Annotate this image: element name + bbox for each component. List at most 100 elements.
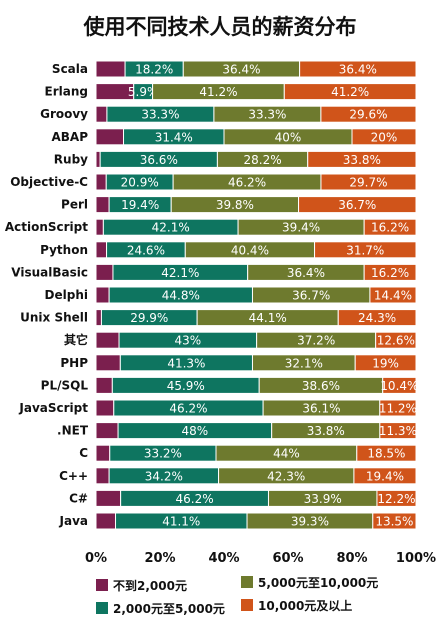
bar-segment	[375, 331, 417, 349]
bar-segment	[320, 105, 417, 123]
category-label: Java	[59, 514, 88, 528]
data-label: 31.4%	[155, 130, 193, 144]
data-label: 46.2%	[169, 402, 207, 416]
data-label: 48%	[182, 424, 209, 438]
data-label: 12.2%	[377, 492, 415, 506]
data-label: 33.8%	[343, 153, 381, 167]
bars-group: Scala 18.2% 36.4% 36.4% Erlang 5.9% 41.2% 41.2%…	[5, 60, 418, 530]
data-label: 11.3%	[379, 424, 417, 438]
category-label: C++	[59, 469, 88, 483]
data-label: 32.1%	[285, 356, 323, 370]
x-tick-label: 20%	[144, 551, 175, 566]
category-label: Ruby	[54, 152, 88, 166]
data-label: 46.2%	[175, 492, 213, 506]
x-axis-ticks: 0% 20% 40% 60% 80% 100%	[85, 551, 436, 566]
bar-segment	[95, 422, 119, 440]
data-label: 36.4%	[339, 63, 377, 77]
data-label: 37.2%	[297, 334, 335, 348]
data-label: 33.3%	[248, 108, 286, 122]
data-label: 33.3%	[141, 108, 179, 122]
bar-segment	[95, 467, 110, 485]
category-label: VisualBasic	[11, 265, 88, 279]
bar-segment	[95, 331, 120, 349]
data-label: 33.8%	[307, 424, 345, 438]
category-label: Perl	[61, 198, 88, 212]
data-label: 19.4%	[121, 198, 159, 212]
bar-segment	[95, 196, 110, 214]
bar-segment	[314, 241, 417, 259]
bar-segment	[95, 309, 102, 327]
bar-segment	[353, 467, 417, 485]
data-label: 29.6%	[349, 108, 387, 122]
bar-segment	[95, 263, 114, 281]
legend-label: 2,000元至5,000元	[113, 602, 225, 616]
bar-segment	[95, 150, 101, 168]
data-label: 41.3%	[167, 356, 205, 370]
data-label: 36.4%	[287, 266, 325, 280]
bar-segment	[95, 241, 108, 259]
legend-swatch	[96, 579, 108, 591]
data-label: 29.7%	[349, 176, 387, 190]
data-label: 20.9%	[121, 176, 159, 190]
category-label: JavaScript	[18, 401, 88, 415]
data-label: 46.2%	[228, 176, 266, 190]
category-label: Groovy	[40, 107, 88, 121]
bar-segment	[95, 218, 104, 236]
data-label: 16.2%	[371, 221, 409, 235]
data-label: 44.1%	[249, 311, 287, 325]
data-label: 42.1%	[152, 221, 190, 235]
bar-segment	[95, 354, 121, 372]
x-tick-label: 60%	[272, 551, 303, 566]
data-label: 13.5%	[375, 515, 413, 529]
data-label: 39.4%	[282, 221, 320, 235]
bar-segment	[298, 196, 417, 214]
category-label: ABAP	[51, 130, 88, 144]
category-label: Delphi	[45, 288, 88, 302]
data-label: 19.4%	[366, 469, 404, 483]
bar-segment	[95, 489, 122, 507]
category-label: Erlang	[45, 85, 88, 99]
data-label: 41.1%	[162, 515, 200, 529]
bar-segment	[283, 83, 417, 101]
category-label: Python	[40, 243, 88, 257]
data-label: 20%	[371, 130, 398, 144]
legend: 不到2,000元 2,000元至5,000元 5,000元至10,000元 10,00…	[96, 576, 378, 616]
category-label: 其它	[64, 332, 88, 347]
data-label: 12.6%	[377, 334, 415, 348]
bar-segment	[307, 150, 417, 168]
bar-segment	[95, 399, 115, 417]
data-label: 43%	[175, 334, 202, 348]
category-label: Objective-C	[10, 175, 88, 189]
category-label: ActionScript	[5, 220, 88, 234]
data-label: 29.9%	[130, 311, 168, 325]
data-label: 36.4%	[222, 63, 260, 77]
bar-segment	[363, 263, 417, 281]
bar-segment	[356, 444, 417, 462]
bar-segment	[354, 354, 417, 372]
bar-segment	[320, 173, 417, 191]
data-label: 36.6%	[140, 153, 178, 167]
bar-segment	[95, 444, 111, 462]
data-label: 33.2%	[144, 447, 182, 461]
data-label: 36.7%	[292, 289, 330, 303]
data-label: 44%	[273, 447, 300, 461]
data-label: 5.9%	[128, 85, 159, 99]
bar-segment	[379, 399, 417, 417]
category-label: PHP	[60, 356, 88, 370]
data-label: 40%	[275, 130, 302, 144]
data-label: 19%	[372, 356, 399, 370]
data-label: 11.2%	[379, 402, 417, 416]
data-label: 14.4%	[374, 289, 412, 303]
bar-segment	[351, 128, 417, 146]
data-label: 41.2%	[331, 85, 369, 99]
legend-swatch	[96, 602, 108, 614]
data-label: 38.6%	[302, 379, 340, 393]
category-label: Unix Shell	[20, 311, 88, 325]
data-label: 34.2%	[145, 469, 183, 483]
bar-segment	[95, 173, 107, 191]
data-label: 41.2%	[199, 85, 237, 99]
data-label: 42.1%	[161, 266, 199, 280]
legend-label: 5,000元至10,000元	[258, 576, 378, 590]
bar-segment	[299, 60, 417, 78]
